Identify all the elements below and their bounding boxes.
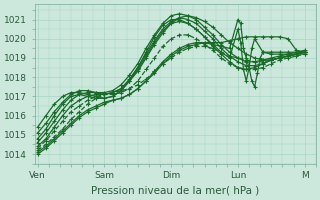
X-axis label: Pression niveau de la mer( hPa ): Pression niveau de la mer( hPa ) (91, 186, 260, 196)
